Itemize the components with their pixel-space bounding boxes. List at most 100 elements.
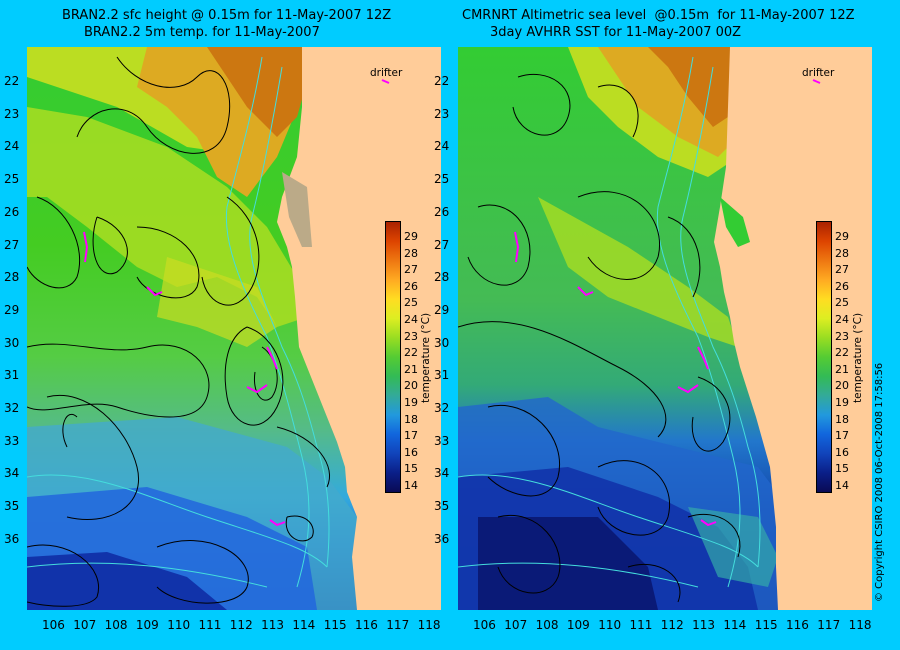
tick-label: 108	[535, 618, 559, 632]
tick-label: 116	[786, 618, 809, 632]
colorbar-tick-label: 19	[835, 396, 849, 409]
tick-label: 28	[4, 270, 20, 285]
colorbar-tick-label: 26	[404, 279, 418, 293]
colorbar-tick-label: 25	[404, 296, 418, 310]
copyright-text: © Copyright CSIRO 2008 06-Oct-2008 17:58…	[874, 362, 885, 602]
tick-label: 107	[504, 618, 528, 632]
tick-label: 24	[4, 139, 20, 154]
tick-label: 30	[434, 335, 450, 350]
tick-label: 113	[261, 618, 284, 632]
tick-label: 28	[434, 270, 450, 285]
tick-label: 112	[229, 618, 253, 632]
right-colorbar-label: temperature (°C)	[852, 312, 864, 403]
right-title-line2: 3day AVHRR SST for 11-May-2007 00Z	[490, 25, 742, 40]
tick-label: 30	[4, 335, 20, 350]
tick-label: 108	[104, 618, 128, 632]
colorbar-tick-label: 19	[404, 396, 418, 409]
tick-label: 33	[434, 433, 450, 448]
colorbar-tick-label: 20	[404, 379, 418, 393]
colorbar-tick-label: 15	[404, 462, 418, 476]
right-map-svg	[458, 47, 872, 610]
tick-label: 29	[4, 302, 20, 317]
tick-label: 110	[598, 618, 622, 632]
tick-label: 106	[473, 618, 496, 632]
tick-label: 27	[434, 237, 450, 252]
colorbar-tick-label: 18	[835, 412, 849, 426]
tick-label: 106	[42, 618, 65, 632]
tick-label: 34	[434, 466, 450, 481]
colorbar-tick-label: 23	[404, 329, 418, 343]
tick-label: 22	[434, 74, 450, 88]
tick-label: 32	[4, 401, 20, 415]
colorbar-tick-label: 27	[404, 263, 418, 277]
tick-label: 117	[386, 618, 410, 632]
left-colorbar-label: temperature (°C)	[420, 312, 432, 403]
colorbar-tick-label: 21	[835, 362, 849, 376]
right-map-panel	[458, 47, 872, 610]
tick-label: 26	[4, 204, 20, 219]
tick-label: 32	[434, 401, 450, 415]
tick-label: 109	[135, 618, 159, 632]
right-colorbar	[816, 221, 832, 493]
tick-label: 110	[167, 618, 191, 632]
colorbar-tick-label: 20	[835, 379, 849, 393]
left-map-svg	[27, 47, 441, 610]
tick-label: 23	[434, 106, 450, 121]
tick-label: 112	[660, 618, 684, 632]
left-title-line2: BRAN2.2 5m temp. for 11-May-2007	[84, 25, 320, 40]
colorbar-tick-label: 28	[404, 246, 418, 260]
colorbar-tick-label: 22	[835, 346, 849, 360]
tick-label: 24	[434, 139, 450, 154]
left-title-line1: BRAN2.2 sfc height @ 0.15m for 11-May-20…	[62, 8, 392, 23]
tick-label: 115	[754, 618, 778, 632]
colorbar-tick-label: 24	[835, 313, 849, 326]
tick-label: 31	[4, 368, 20, 383]
colorbar-tick-label: 21	[404, 362, 418, 376]
left-colorbar	[385, 221, 401, 493]
tick-label: 23	[4, 106, 20, 121]
tick-label: 27	[4, 237, 20, 252]
tick-label: 34	[4, 466, 20, 481]
colorbar-tick-label: 17	[404, 429, 418, 443]
tick-label: 25	[4, 172, 20, 187]
tick-label: 116	[355, 618, 378, 632]
colorbar-tick-label: 16	[835, 445, 849, 459]
tick-label: 114	[723, 618, 747, 632]
colorbar-tick-label: 15	[835, 462, 849, 476]
colorbar-tick-label: 17	[835, 429, 849, 443]
tick-label: 115	[323, 618, 347, 632]
tick-label: 117	[817, 618, 841, 632]
tick-label: 29	[434, 302, 450, 317]
tick-label: 36	[434, 531, 450, 546]
colorbar-tick-label: 23	[835, 329, 849, 343]
colorbar-tick-label: 26	[835, 279, 849, 293]
colorbar-tick-label: 29	[835, 230, 849, 243]
left-drifter-label: drifter	[370, 67, 403, 79]
colorbar-tick-label: 14	[835, 479, 849, 492]
left-map-panel	[27, 47, 441, 610]
right-drifter-label: drifter	[802, 67, 835, 79]
colorbar-tick-label: 16	[404, 445, 418, 459]
colorbar-tick-label: 24	[404, 313, 418, 326]
tick-label: 118	[417, 618, 441, 632]
tick-label: 22	[4, 74, 20, 88]
colorbar-tick-label: 28	[835, 246, 849, 260]
right-title-line1: CMRNRT Altimetric sea level @0.15m for 1…	[462, 8, 855, 23]
tick-label: 36	[4, 531, 20, 546]
tick-label: 31	[434, 368, 450, 383]
tick-label: 114	[292, 618, 316, 632]
tick-label: 109	[566, 618, 590, 632]
tick-label: 113	[692, 618, 715, 632]
colorbar-tick-label: 27	[835, 263, 849, 277]
tick-label: 111	[198, 618, 222, 632]
tick-label: 25	[434, 172, 450, 187]
colorbar-tick-label: 14	[404, 479, 418, 492]
colorbar-tick-label: 22	[404, 346, 418, 360]
tick-label: 107	[73, 618, 97, 632]
tick-label: 111	[629, 618, 653, 632]
tick-label: 35	[434, 499, 450, 514]
tick-label: 35	[4, 499, 20, 514]
tick-label: 118	[848, 618, 872, 632]
tick-label: 33	[4, 433, 20, 448]
colorbar-tick-label: 18	[404, 412, 418, 426]
